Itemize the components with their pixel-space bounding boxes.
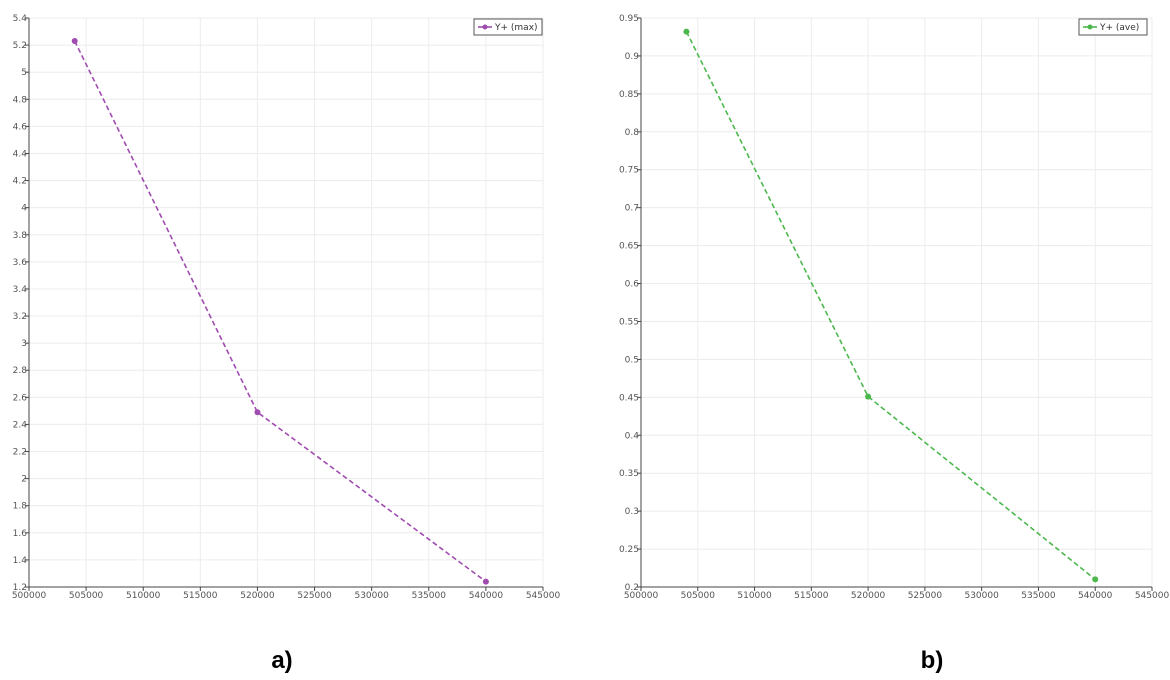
y-tick-label: 4.8 xyxy=(13,95,28,105)
y-tick-label: 0.55 xyxy=(619,317,639,327)
legend-label: Y+ (max) xyxy=(494,23,538,33)
data-point xyxy=(1092,576,1099,583)
y-tick-label: 1.2 xyxy=(13,583,27,593)
legend-box xyxy=(473,18,543,36)
y-tick-label: 0.9 xyxy=(625,52,640,62)
y-tick-label: 0.45 xyxy=(619,393,639,403)
x-tick-label: 515000 xyxy=(183,591,218,601)
y-tick-label: 1.8 xyxy=(13,502,28,512)
x-tick-label: 510000 xyxy=(737,591,772,601)
y-tick-label: 5.2 xyxy=(13,41,27,51)
y-tick-label: 1.6 xyxy=(13,529,28,539)
y-tick-label: 4 xyxy=(21,204,27,214)
y-tick-label: 2.6 xyxy=(13,393,28,403)
chart-b: 0.2 0.25 0.3 0.35 0.4 0.45 0.5 0.55 0.6 0.65 0.7 0.… xyxy=(619,14,1169,674)
x-tick-label: 510000 xyxy=(126,591,161,601)
legend: Y+ (max) xyxy=(473,18,543,36)
x-tick-label: 505000 xyxy=(681,591,716,601)
y-tick-label: 2.8 xyxy=(13,366,28,376)
y-tick-label: 3.4 xyxy=(13,285,28,295)
data-point xyxy=(683,28,690,35)
legend-swatch-marker xyxy=(482,24,488,30)
y-tick-label: 0.65 xyxy=(619,242,639,252)
legend: Y+ (ave) xyxy=(1078,18,1148,36)
data-point xyxy=(71,38,78,45)
data-point xyxy=(865,393,872,400)
x-tick-label: 505000 xyxy=(69,591,104,601)
legend-box xyxy=(1078,18,1148,36)
y-tick-label: 0.85 xyxy=(619,90,639,100)
y-tick-label: 4.4 xyxy=(13,149,28,159)
y-tick-label: 0.25 xyxy=(619,545,639,555)
x-tick-label: 520000 xyxy=(851,591,886,601)
panel-label: a) xyxy=(271,647,292,674)
x-tick-label: 545000 xyxy=(1135,591,1170,601)
x-tick-label: 500000 xyxy=(12,591,47,601)
gridlines xyxy=(641,17,1153,587)
y-tick-label: 0.6 xyxy=(625,280,640,290)
x-tick-label: 540000 xyxy=(469,591,504,601)
panel-label: b) xyxy=(921,647,944,674)
x-tick-label: 515000 xyxy=(794,591,829,601)
y-tick-label: 0.4 xyxy=(625,431,640,441)
y-tick-label: 0.35 xyxy=(619,469,639,479)
y-tick-label: 3.8 xyxy=(13,231,28,241)
data-point xyxy=(482,578,489,585)
x-tick-label: 525000 xyxy=(908,591,943,601)
y-tick-label: 3.2 xyxy=(13,312,27,322)
x-tick-label: 530000 xyxy=(354,591,389,601)
x-tick-label: 535000 xyxy=(1021,591,1056,601)
x-tick-label: 500000 xyxy=(624,591,659,601)
x-tick-label: 535000 xyxy=(412,591,447,601)
y-tick-label: 1.4 xyxy=(13,556,28,566)
y-tick-label: 5 xyxy=(21,68,27,78)
x-tick-label: 520000 xyxy=(240,591,275,601)
y-tick-label: 2.2 xyxy=(13,448,27,458)
y-tick-label: 5.4 xyxy=(13,14,28,24)
y-tick-label: 0.8 xyxy=(625,128,640,138)
y-tick-label: 0.2 xyxy=(625,583,639,593)
gridlines xyxy=(29,17,544,587)
y-tick-label: 0.5 xyxy=(625,355,639,365)
y-tick-label: 0.75 xyxy=(619,166,639,176)
y-tick-label: 2 xyxy=(21,475,27,485)
x-tick-label: 540000 xyxy=(1078,591,1113,601)
x-tick-label: 525000 xyxy=(297,591,332,601)
x-tick-label: 545000 xyxy=(526,591,561,601)
x-tick-label: 530000 xyxy=(964,591,999,601)
data-point xyxy=(254,409,261,416)
y-tick-label: 0.7 xyxy=(625,204,639,214)
chart-a: 1.2 1.4 1.6 1.8 2 2.2 2.4 2.6 2.8 3 3.2 3.4 3.6 3.8 4 4… xyxy=(12,14,561,674)
y-tick-label: 4.2 xyxy=(13,177,27,187)
y-tick-label: 3.6 xyxy=(13,258,28,268)
y-tick-label: 3 xyxy=(21,339,27,349)
series-line xyxy=(73,40,487,583)
y-tick-label: 0.3 xyxy=(625,507,639,517)
legend-label: Y+ (ave) xyxy=(1099,23,1139,33)
y-tick-label: 2.4 xyxy=(13,420,28,430)
y-tick-label: 0.95 xyxy=(619,14,639,24)
y-tick-label: 4.6 xyxy=(13,122,28,132)
legend-swatch-marker xyxy=(1087,24,1093,30)
series-line xyxy=(685,31,1096,581)
